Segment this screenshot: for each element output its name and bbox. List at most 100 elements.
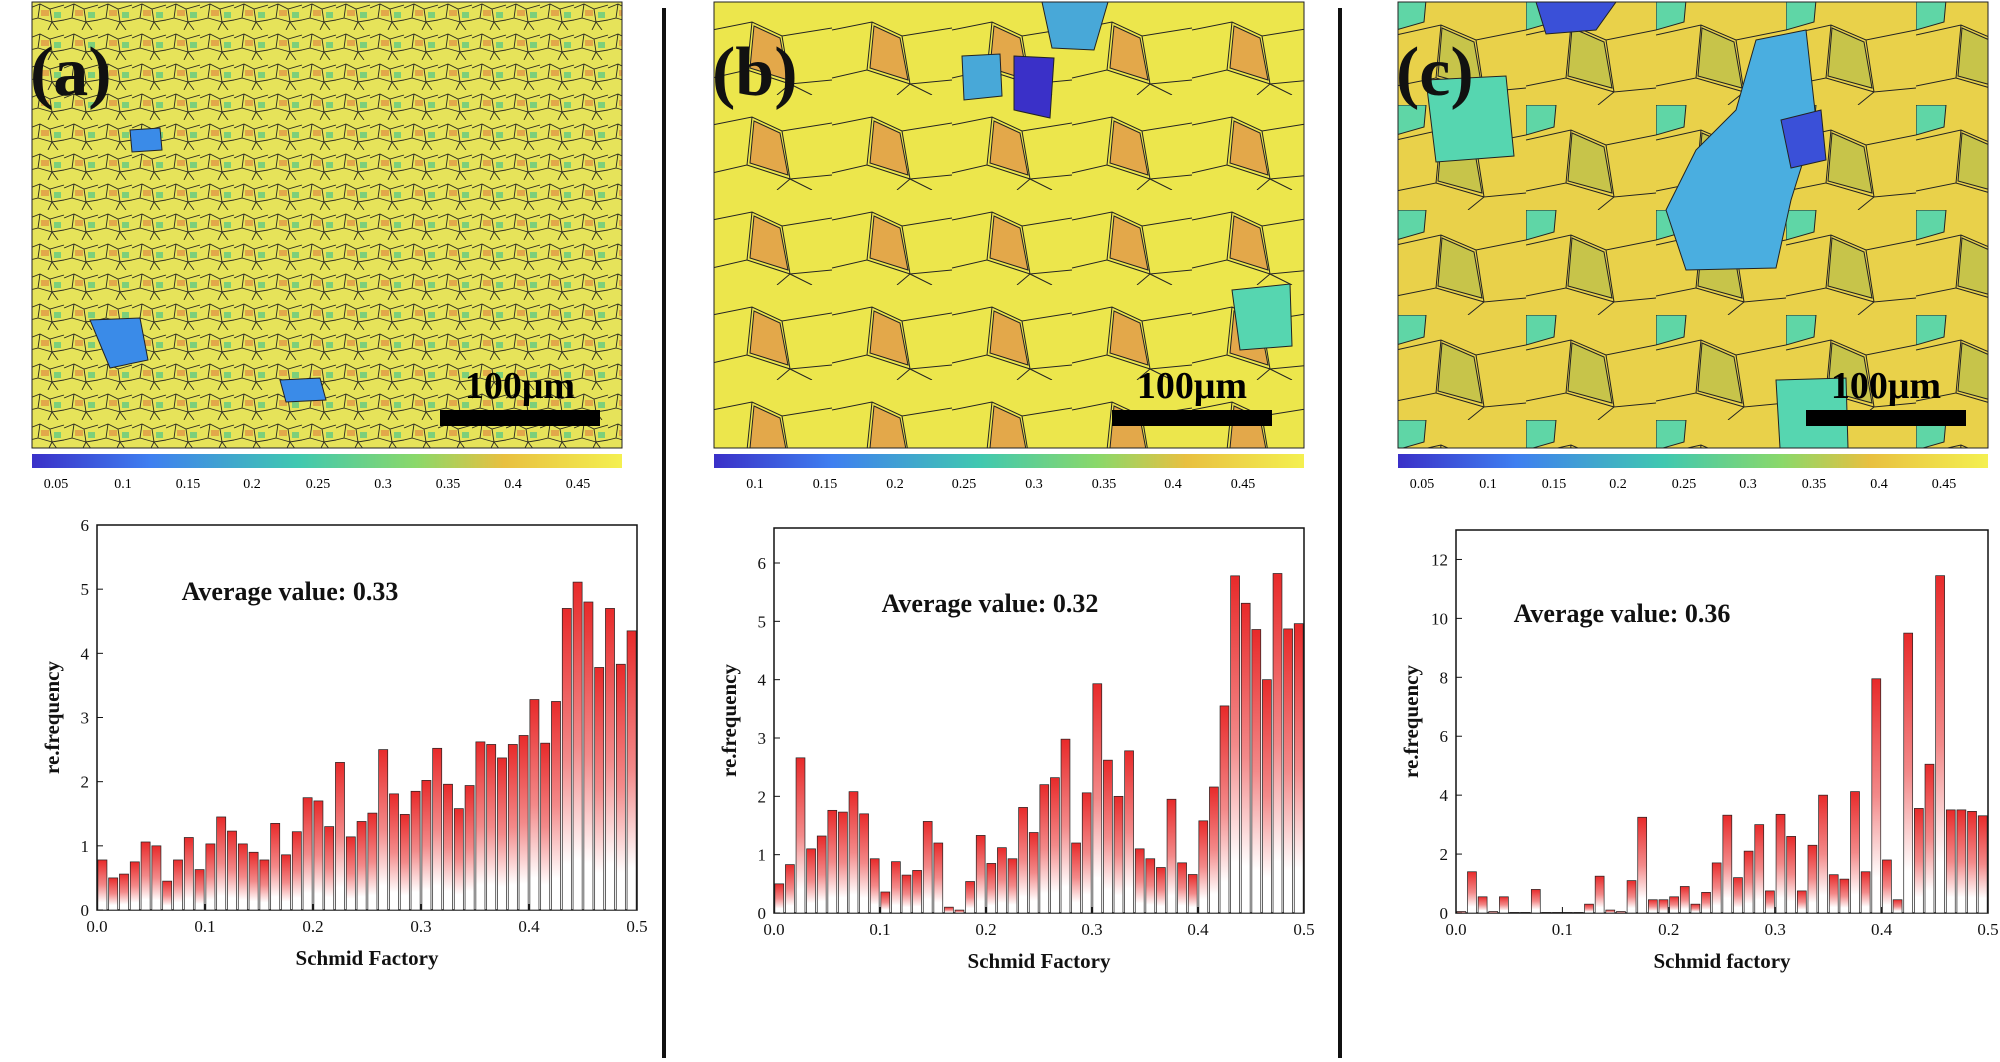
panel-b: (b) 100μm 0.1 0.15 0.2 0.25 0.3 0.35 0.4… [712, 0, 1332, 1062]
xtick-label-b-2: 0.2 [975, 920, 996, 939]
bar-b-38 [1177, 862, 1187, 914]
bar-c-47 [1956, 809, 1967, 914]
bar-a-4 [140, 841, 151, 911]
bar-c-2 [1477, 896, 1488, 914]
bar-c-4 [1499, 896, 1509, 914]
cbar-tick-a-5: 0.3 [374, 477, 392, 492]
cbar-tick-c-7: 0.4 [1870, 477, 1888, 492]
panel-c: (c) 100μm 0.05 0.1 0.15 0.2 0.25 0.3 0.3… [1396, 0, 2000, 1062]
grain-blue-b [1013, 55, 1055, 119]
ytick-label-b-3: 3 [758, 729, 767, 748]
bar-a-24 [356, 821, 367, 911]
bar-c-9 [1552, 912, 1562, 914]
bar-c-15 [1616, 911, 1626, 914]
colorbar-ticks-c: 0.05 0.1 0.15 0.2 0.25 0.3 0.35 0.4 0.45 [1410, 477, 1957, 492]
cbar-tick-c-4: 0.25 [1672, 477, 1697, 492]
ytick-label-b-2: 2 [758, 787, 767, 806]
ytick-label-b-5: 5 [758, 612, 767, 631]
bar-c-39 [1871, 678, 1882, 914]
cbar-tick-a-2: 0.15 [176, 477, 201, 492]
bar-b-37 [1166, 798, 1177, 914]
cbar-tick-c-3: 0.2 [1609, 477, 1627, 492]
cbar-tick-a-6: 0.35 [436, 477, 461, 492]
cbar-tick-b-7: 0.45 [1231, 477, 1256, 492]
bar-b-36 [1156, 867, 1166, 914]
cbar-tick-c-8: 0.45 [1932, 477, 1957, 492]
bar-a-31 [432, 747, 443, 911]
bar-a-10 [205, 843, 216, 911]
bar-a-27 [389, 793, 399, 911]
bar-a-25 [367, 812, 378, 911]
bar-c-10 [1562, 912, 1573, 914]
bar-b-39 [1187, 874, 1198, 914]
bar-c-11 [1573, 912, 1584, 914]
bar-a-47 [605, 608, 615, 911]
bar-b-34 [1134, 848, 1145, 914]
bar-b-25 [1039, 784, 1050, 914]
bar-a-26 [378, 749, 389, 911]
bar-a-44 [572, 581, 583, 911]
average-label-b: Average value: 0.32 [882, 589, 1099, 618]
bar-a-38 [507, 744, 518, 911]
grain-teal-b [1231, 283, 1293, 351]
bar-a-22 [335, 762, 345, 911]
colorbar-c [1398, 454, 1988, 468]
bar-b-6 [838, 811, 848, 914]
bar-a-5 [151, 845, 162, 911]
bar-a-18 [291, 831, 302, 911]
bar-b-13 [912, 870, 922, 914]
bar-a-2 [119, 873, 129, 911]
bar-a-17 [281, 854, 291, 911]
bar-c-23 [1701, 892, 1711, 914]
bar-c-17 [1637, 816, 1648, 914]
cbar-tick-b-5: 0.35 [1092, 477, 1117, 492]
cbar-tick-a-4: 0.25 [306, 477, 331, 492]
bar-b-44 [1240, 602, 1251, 914]
bar-a-30 [421, 780, 432, 911]
xtick-label-c-3: 0.3 [1765, 920, 1786, 939]
xtick-label-a-3: 0.3 [410, 917, 431, 936]
bar-c-46 [1945, 809, 1956, 914]
xlabel-c: Schmid factory [1653, 949, 1791, 973]
bar-b-15 [933, 842, 944, 914]
ytick-label-a-5: 5 [81, 580, 90, 599]
bar-c-14 [1605, 909, 1616, 914]
bar-b-14 [922, 821, 933, 914]
bar-a-33 [453, 808, 464, 911]
ylabel-b: re.frequency [717, 664, 741, 777]
bar-c-5 [1509, 912, 1520, 914]
ytick-label-c-0: 0 [1440, 904, 1449, 923]
bar-a-16 [270, 823, 281, 911]
bar-b-21 [997, 847, 1007, 914]
ytick-label-c-3: 6 [1440, 727, 1449, 746]
bar-a-7 [173, 859, 183, 911]
bar-a-1 [108, 877, 119, 911]
scale-bar-label-b: 100μm [1137, 365, 1247, 407]
bar-a-20 [313, 800, 324, 911]
bar-c-13 [1594, 875, 1605, 914]
ytick-label-a-1: 1 [81, 837, 90, 856]
bar-a-32 [443, 783, 453, 911]
panel-a-figure: (a) 100μm 0.05 0.1 0.15 0.2 0.25 0.3 0.3… [30, 1, 648, 970]
xtick-label-b-3: 0.3 [1081, 920, 1102, 939]
bar-c-6 [1520, 912, 1530, 914]
bar-c-38 [1860, 871, 1871, 914]
bar-b-10 [880, 891, 891, 914]
bar-a-37 [497, 757, 507, 911]
ytick-label-b-1: 1 [758, 846, 767, 865]
xtick-label-a-1: 0.1 [194, 917, 215, 936]
bar-b-32 [1113, 795, 1124, 914]
bar-b-30 [1092, 683, 1103, 914]
grain-map-b [713, 1, 1305, 449]
bar-a-35 [475, 741, 486, 911]
bar-a-46 [594, 667, 605, 911]
cbar-tick-a-3: 0.2 [243, 477, 261, 492]
bar-b-49 [1293, 623, 1304, 914]
bar-c-22 [1690, 903, 1701, 914]
cbar-tick-c-1: 0.1 [1479, 477, 1497, 492]
cbar-tick-b-0: 0.1 [746, 477, 764, 492]
bar-c-40 [1882, 859, 1892, 914]
bar-c-49 [1977, 815, 1988, 914]
bar-c-20 [1669, 896, 1679, 914]
bar-a-39 [518, 735, 529, 911]
